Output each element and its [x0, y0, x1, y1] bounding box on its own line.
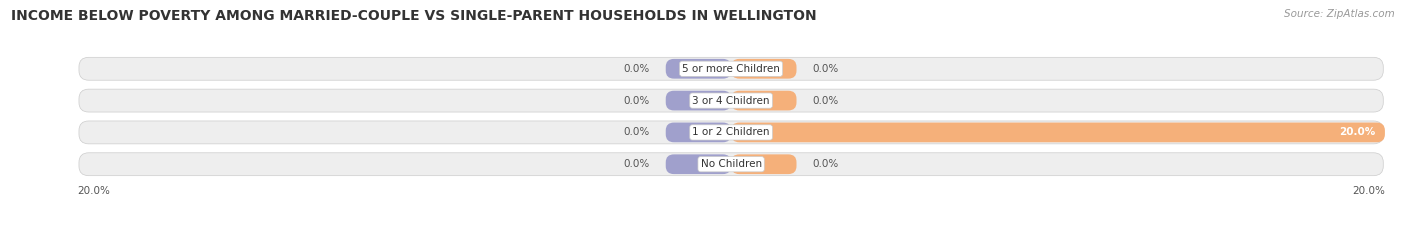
Text: 1 or 2 Children: 1 or 2 Children — [692, 127, 770, 137]
Text: Source: ZipAtlas.com: Source: ZipAtlas.com — [1284, 9, 1395, 19]
FancyBboxPatch shape — [666, 154, 731, 174]
Text: 0.0%: 0.0% — [623, 159, 650, 169]
Text: 20.0%: 20.0% — [1339, 127, 1375, 137]
Text: 20.0%: 20.0% — [77, 186, 110, 196]
FancyBboxPatch shape — [79, 121, 1384, 144]
Text: 0.0%: 0.0% — [813, 96, 839, 106]
FancyBboxPatch shape — [666, 91, 731, 110]
FancyBboxPatch shape — [731, 154, 797, 174]
FancyBboxPatch shape — [666, 123, 731, 142]
Text: 20.0%: 20.0% — [1353, 186, 1385, 196]
Text: 0.0%: 0.0% — [623, 96, 650, 106]
Text: INCOME BELOW POVERTY AMONG MARRIED-COUPLE VS SINGLE-PARENT HOUSEHOLDS IN WELLING: INCOME BELOW POVERTY AMONG MARRIED-COUPL… — [11, 9, 817, 23]
Text: No Children: No Children — [700, 159, 762, 169]
Text: 0.0%: 0.0% — [623, 64, 650, 74]
FancyBboxPatch shape — [731, 123, 1385, 142]
FancyBboxPatch shape — [79, 153, 1384, 176]
Legend: Married Couples, Single Parents: Married Couples, Single Parents — [624, 230, 838, 233]
Text: 3 or 4 Children: 3 or 4 Children — [692, 96, 770, 106]
FancyBboxPatch shape — [666, 59, 731, 79]
Text: 0.0%: 0.0% — [623, 127, 650, 137]
FancyBboxPatch shape — [79, 57, 1384, 80]
Text: 0.0%: 0.0% — [813, 159, 839, 169]
FancyBboxPatch shape — [731, 59, 797, 79]
FancyBboxPatch shape — [731, 91, 797, 110]
Text: 5 or more Children: 5 or more Children — [682, 64, 780, 74]
FancyBboxPatch shape — [79, 89, 1384, 112]
Text: 0.0%: 0.0% — [813, 64, 839, 74]
